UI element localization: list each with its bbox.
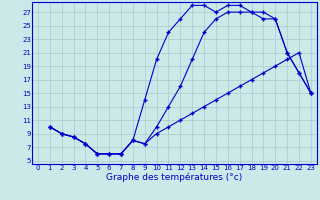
X-axis label: Graphe des températures (°c): Graphe des températures (°c) [106,172,243,182]
